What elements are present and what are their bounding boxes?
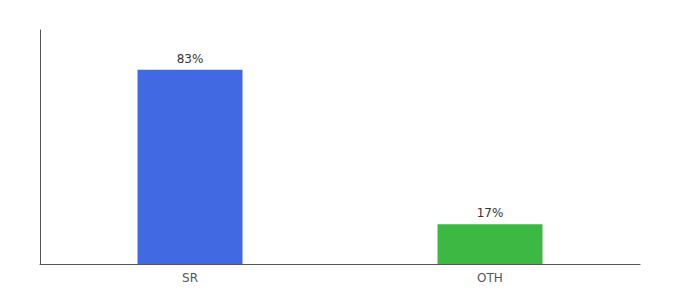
svg-text:OTH: OTH xyxy=(477,271,503,285)
svg-text:17%: 17% xyxy=(477,206,504,220)
svg-text:83%: 83% xyxy=(177,52,204,66)
svg-text:SR: SR xyxy=(182,271,198,285)
